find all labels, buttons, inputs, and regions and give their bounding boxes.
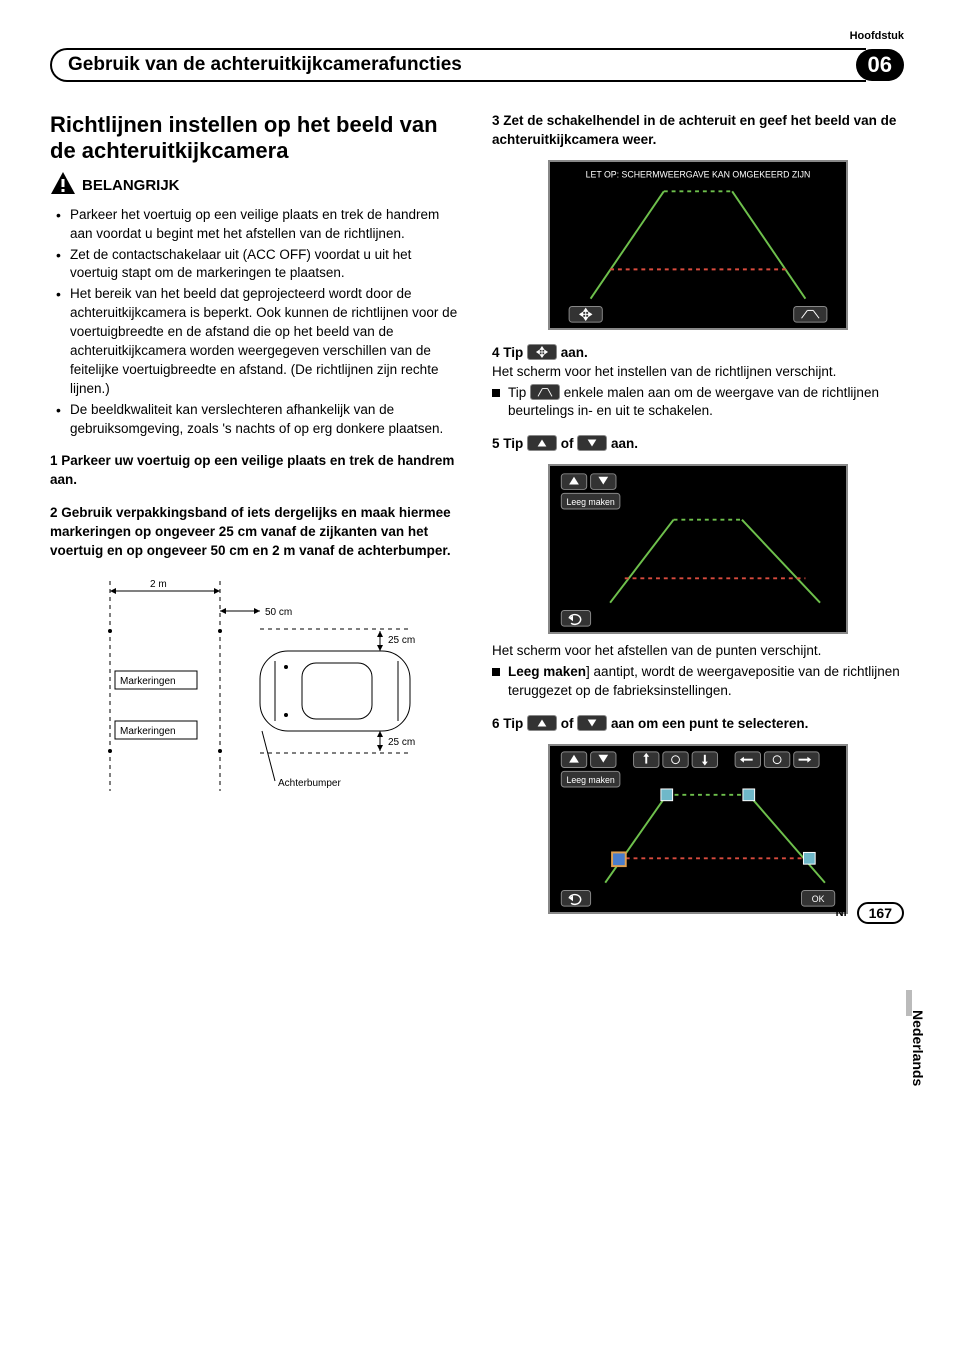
camera-screen-3: Leeg maken OK — [492, 744, 904, 914]
warning-row: BELANGRIJK — [50, 171, 462, 200]
step-4-pre: 4 Tip — [492, 345, 527, 360]
label-markeringen-1: Markeringen — [120, 676, 176, 687]
step-4-text: 4 Tip aan. — [492, 344, 904, 363]
leeg-maken-button-2: Leeg maken — [566, 775, 614, 785]
label-25cm-top: 25 cm — [388, 635, 415, 646]
step-5: 5 Tip of aan. — [492, 435, 904, 454]
screen-warning-banner: LET OP: SCHERMWEERGAVE KAN OMGEKEERD ZIJ… — [586, 169, 811, 179]
step-6-post: aan om een punt te selecteren. — [607, 716, 808, 731]
page-header: Hoofdstuk — [50, 30, 904, 42]
step-5-body: Het scherm voor het afstellen van de pun… — [492, 642, 904, 661]
step-6-mid: of — [557, 716, 577, 731]
bullet-item: De beeldkwaliteit kan verslechteren afha… — [50, 401, 462, 439]
step-5-post: aan. — [607, 436, 638, 451]
hoofdstuk-label: Hoofdstuk — [850, 30, 904, 42]
left-column: Richtlijnen instellen op het beeld van d… — [50, 112, 462, 914]
step-6: 6 Tip of aan om een punt te selecteren. — [492, 715, 904, 734]
label-50cm: 50 cm — [265, 607, 292, 618]
step-5-note: Leeg maken] aantipt, wordt de weergavepo… — [492, 663, 904, 701]
content-columns: Richtlijnen instellen op het beeld van d… — [50, 112, 904, 914]
warning-label: BELANGRIJK — [82, 177, 180, 194]
section-heading: Richtlijnen instellen op het beeld van d… — [50, 112, 462, 165]
step-1-text: 1 Parkeer uw voertuig op een veilige pla… — [50, 452, 462, 490]
step-5-pre: 5 Tip — [492, 436, 527, 451]
camera-screen-2: Leeg maken — [492, 464, 904, 634]
bullet-item: Parkeer het voertuig op een veilige plaa… — [50, 206, 462, 244]
language-side-tab: Nederlands — [910, 1010, 926, 1086]
label-2m: 2 m — [150, 579, 167, 590]
step-4-note-pre: Tip — [508, 385, 530, 400]
chapter-number-badge: 06 — [856, 49, 904, 81]
step-2-text: 2 Gebruik verpakkingsband of iets dergel… — [50, 504, 462, 561]
page-number-badge: 167 — [857, 902, 904, 924]
right-column: 3 Zet de schakelhendel in de achteruit e… — [492, 112, 904, 914]
step-4-post: aan. — [557, 345, 588, 360]
bullet-item: Zet de contactschakelaar uit (ACC OFF) v… — [50, 246, 462, 284]
step-5-mid: of — [557, 436, 577, 451]
chapter-title: Gebruik van de achteruitkijkcamerafuncti… — [50, 48, 866, 82]
step-3: 3 Zet de schakelhendel in de achteruit e… — [492, 112, 904, 150]
guideline-toggle-icon — [530, 384, 560, 400]
triangle-down-icon — [577, 715, 607, 731]
step-4: 4 Tip aan. Het scherm voor het instellen… — [492, 344, 904, 422]
label-achterbumper: Achterbumper — [278, 778, 341, 789]
warning-triangle-icon — [50, 171, 76, 200]
camera-screen-1: LET OP: SCHERMWEERGAVE KAN OMGEKEERD ZIJ… — [492, 160, 904, 330]
label-markeringen-2: Markeringen — [120, 726, 176, 737]
adjust-icon — [527, 344, 557, 360]
footer-language-code: Nl — [836, 907, 847, 919]
step-4-note: Tip enkele malen aan om de weergave van … — [492, 384, 904, 422]
chapter-title-row: Gebruik van de achteruitkijkcamerafuncti… — [50, 48, 904, 82]
triangle-down-icon — [577, 435, 607, 451]
step-6-pre: 6 Tip — [492, 716, 527, 731]
step-5-text: 5 Tip of aan. — [492, 435, 904, 454]
step-4-note-post: enkele malen aan om de weergave van de r… — [508, 385, 879, 419]
bullet-list: Parkeer het voertuig op een veilige plaa… — [50, 206, 462, 439]
step-1: 1 Parkeer uw voertuig op een veilige pla… — [50, 452, 462, 490]
leeg-maken-button: Leeg maken — [566, 497, 614, 507]
leeg-maken-bold: Leeg maken — [508, 664, 586, 679]
triangle-up-icon — [527, 435, 557, 451]
label-25cm-bottom: 25 cm — [388, 737, 415, 748]
bullet-item: Het bereik van het beeld dat geprojectee… — [50, 285, 462, 398]
step-2: 2 Gebruik verpakkingsband of iets dergel… — [50, 504, 462, 561]
car-marking-diagram: 2 m 50 cm 25 cm — [50, 571, 462, 806]
step-6-text: 6 Tip of aan om een punt te selecteren. — [492, 715, 904, 734]
triangle-up-icon — [527, 715, 557, 731]
step-4-body: Het scherm voor het instellen van de ric… — [492, 363, 904, 382]
step-3-text: 3 Zet de schakelhendel in de achteruit e… — [492, 112, 904, 150]
ok-button: OK — [812, 894, 825, 904]
page-footer: Nl 167 — [836, 902, 904, 924]
